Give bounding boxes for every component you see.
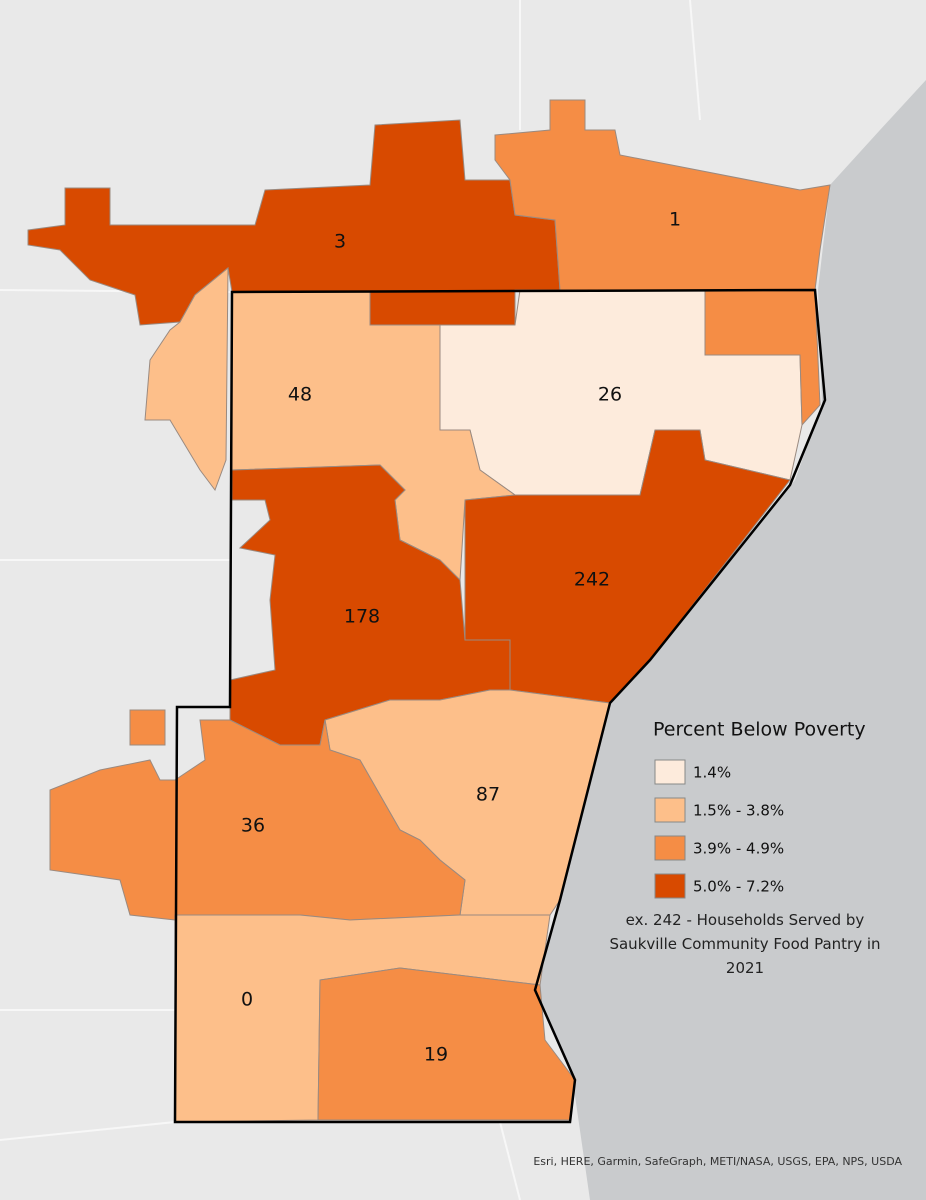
legend-swatch — [654, 759, 686, 785]
lake — [535, 80, 926, 1200]
attribution: Esri, HERE, Garmin, SafeGraph, METI/NASA… — [533, 1155, 902, 1168]
legend-swatch — [654, 873, 686, 899]
region-label: 87 — [476, 784, 500, 806]
legend-label: 3.9% - 4.9% — [693, 840, 784, 858]
region-label: 26 — [598, 384, 622, 406]
region — [464, 429, 791, 704]
region-label: 36 — [241, 815, 265, 837]
regions — [27, 99, 831, 1123]
legend-label: 1.5% - 3.8% — [693, 802, 784, 820]
legend-swatch — [654, 797, 686, 823]
road — [689, 0, 701, 121]
region-label: 178 — [344, 606, 380, 628]
legend-label: 5.0% - 7.2% — [693, 878, 784, 896]
legend-swatch — [654, 835, 686, 861]
legend-title: Percent Below Poverty — [653, 719, 866, 741]
legend-label: 1.4% — [693, 764, 731, 782]
region-label: 3 — [334, 231, 346, 253]
region — [144, 266, 229, 492]
region-label: 1 — [669, 209, 681, 231]
region-label: 48 — [288, 384, 312, 406]
county-boundary — [173, 288, 827, 1124]
region-label: 0 — [241, 989, 253, 1011]
road — [0, 1121, 176, 1141]
region-labels: 3 1 48 26 178 242 87 36 0 19 — [241, 209, 681, 1066]
region-label: 242 — [574, 569, 610, 591]
road — [499, 1121, 521, 1200]
region-label: 19 — [424, 1044, 448, 1066]
legend-note: ex. 242 - Households Served by Saukville… — [609, 911, 881, 977]
region — [129, 709, 166, 746]
region — [494, 99, 831, 291]
legend: 1.4% 1.5% - 3.8% 3.9% - 4.9% 5.0% - 7.2% — [654, 759, 784, 899]
region — [317, 967, 576, 1121]
